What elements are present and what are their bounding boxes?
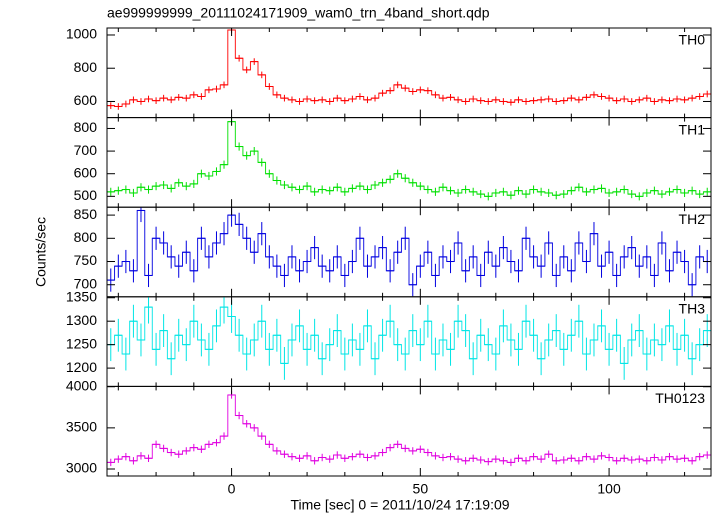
y-tick-label: 850 xyxy=(74,206,98,222)
panel-label: TH3 xyxy=(679,301,706,317)
x-tick-label: 100 xyxy=(597,481,621,497)
panel-label: TH0123 xyxy=(655,390,705,406)
y-tick-label: 3500 xyxy=(66,419,97,435)
y-tick-label: 1300 xyxy=(66,312,97,328)
y-tick-label: 4000 xyxy=(66,377,97,393)
chart-title: ae999999999_20111024171909_wam0_trn_4ban… xyxy=(107,5,490,21)
panel-label: TH0 xyxy=(679,32,706,48)
panel-label: TH1 xyxy=(679,121,706,137)
y-tick-label: 700 xyxy=(74,142,98,158)
y-axis-label: Counts/sec xyxy=(33,217,49,287)
panel-frame xyxy=(106,385,712,477)
y-tick-label: 800 xyxy=(74,119,98,135)
y-tick-label: 600 xyxy=(74,92,98,108)
step-outline xyxy=(107,394,711,463)
panel-label: TH2 xyxy=(679,211,706,227)
y-tick-label: 600 xyxy=(74,164,98,180)
x-tick-label: 0 xyxy=(228,481,236,497)
step-outline xyxy=(107,121,711,197)
panel-frame xyxy=(106,27,712,119)
y-tick-label: 800 xyxy=(74,59,98,75)
y-tick-label: 1350 xyxy=(66,288,97,304)
step-outline xyxy=(107,209,711,286)
y-tick-label: 700 xyxy=(74,275,98,291)
y-tick-label: 1200 xyxy=(66,359,97,375)
y-tick-label: 750 xyxy=(74,252,98,268)
y-tick-label: 800 xyxy=(74,229,98,245)
x-tick-label: 50 xyxy=(413,481,429,497)
panel-frame xyxy=(106,117,712,208)
y-tick-label: 1000 xyxy=(66,26,97,42)
y-tick-label: 1250 xyxy=(66,335,97,351)
x-axis-label: Time [sec] 0 = 2011/10/24 17:19:09 xyxy=(290,497,509,513)
y-tick-label: 500 xyxy=(74,187,98,203)
y-tick-label: 3000 xyxy=(66,460,97,476)
